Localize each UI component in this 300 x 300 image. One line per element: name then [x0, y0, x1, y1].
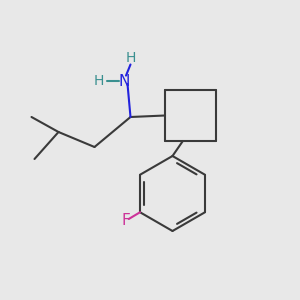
Text: F: F — [122, 213, 130, 228]
Text: H: H — [125, 52, 136, 65]
Text: N: N — [119, 74, 130, 88]
Text: H: H — [94, 74, 104, 88]
